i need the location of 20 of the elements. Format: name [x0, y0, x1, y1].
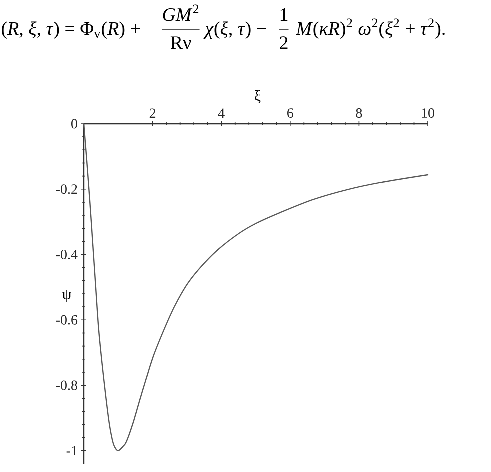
y-axis-title: ψ — [62, 290, 72, 302]
text: χ(ξ, τ) − — [204, 22, 266, 40]
x-tick-label: 4 — [218, 108, 225, 118]
y-tick-label: 0 — [72, 119, 78, 129]
text: 1 — [280, 8, 288, 22]
text: (R, ξ, τ) = Φ$_{v}$(R) + — [2, 22, 140, 40]
x-tick-label: 8 — [356, 108, 362, 118]
y-tick-label: -0.8 — [56, 380, 78, 390]
y-tick-label: -0.4 — [56, 250, 78, 260]
x-tick-label: 2 — [150, 108, 156, 118]
y-tick-label: -0.6 — [56, 315, 78, 325]
text: Rν — [170, 36, 192, 50]
text: M(κR)$^{2}$ ω$^{2}$(ξ$^{2}$ + τ$^{2}$). — [296, 18, 445, 40]
x-axis-title: ξ — [255, 90, 261, 104]
text: GM$^{2}$ — [163, 4, 199, 22]
y-tick-label: -0.2 — [56, 184, 78, 194]
text: 2 — [280, 36, 288, 50]
x-tick-label: 6 — [288, 108, 294, 118]
y-tick-label: -1 — [66, 446, 78, 456]
x-tick-label: 10 — [422, 108, 434, 118]
